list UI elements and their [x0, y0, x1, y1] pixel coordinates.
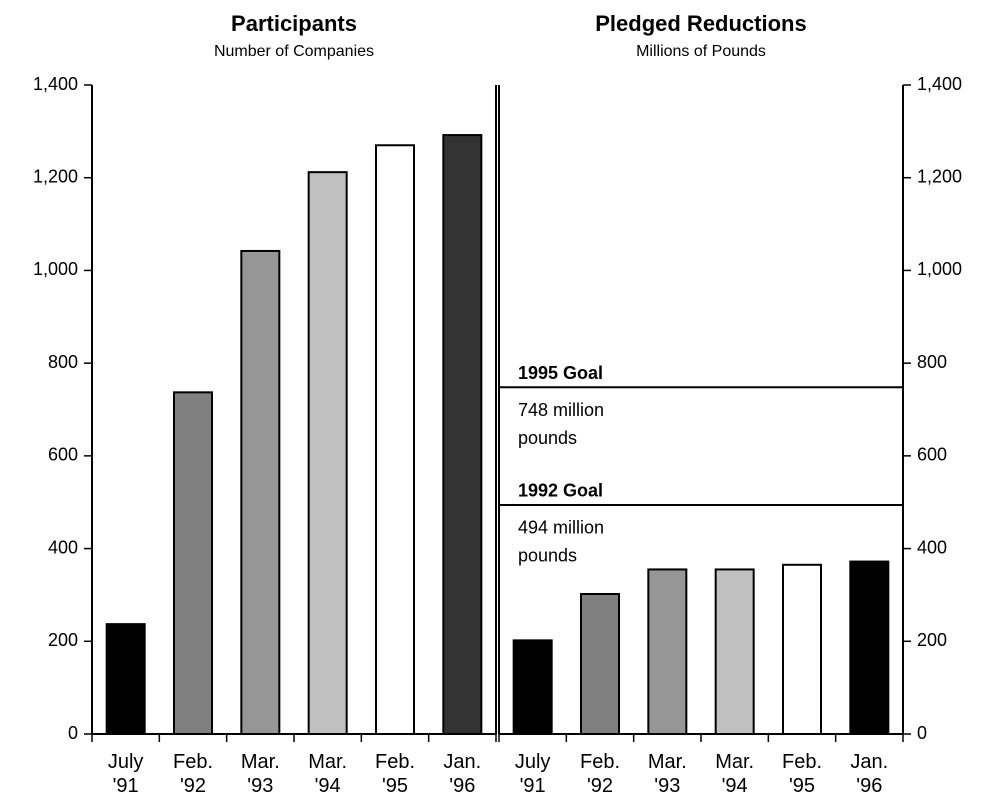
goal-note: 748 million	[518, 400, 604, 420]
y-tick-label: 1,200	[33, 166, 78, 186]
x-tick-label: Jan. '96	[850, 751, 889, 797]
panel-subtitle: Millions of Pounds	[636, 43, 766, 60]
y-tick-label: 200	[48, 630, 78, 650]
x-tick-label: Jan. '96	[443, 751, 482, 797]
y-tick-label: 0	[68, 723, 78, 743]
bar	[105, 623, 146, 735]
bar	[849, 560, 890, 736]
bar	[240, 249, 281, 736]
y-tick-label: 200	[917, 630, 947, 650]
x-tick-label: Mar. '93	[647, 751, 687, 797]
y-tick-label: 800	[917, 352, 947, 372]
bar	[647, 568, 688, 735]
goal-note: pounds	[518, 546, 577, 566]
goal-note: pounds	[518, 428, 577, 448]
panel-title: Participants	[231, 11, 357, 36]
bar	[442, 134, 483, 735]
x-tick-label: Feb. '95	[781, 751, 823, 797]
panel-subtitle: Number of Companies	[214, 43, 374, 60]
y-tick-label: 1,200	[917, 166, 962, 186]
bar	[512, 639, 553, 736]
y-tick-label: 400	[48, 537, 78, 557]
y-tick-label: 0	[917, 723, 927, 743]
y-tick-label: 400	[917, 537, 947, 557]
bar	[307, 171, 348, 735]
x-tick-label: Feb. '92	[172, 751, 214, 797]
y-tick-label: 1,000	[917, 259, 962, 279]
y-tick-label: 1,400	[33, 74, 78, 94]
panel-title: Pledged Reductions	[595, 11, 806, 36]
y-tick-label: 600	[917, 445, 947, 465]
y-tick-label: 1,000	[33, 259, 78, 279]
y-tick-label: 1,400	[917, 74, 962, 94]
bar	[375, 144, 415, 735]
goal-label: 1992 Goal	[518, 481, 603, 501]
y-tick-label: 800	[48, 352, 78, 372]
bar	[173, 391, 213, 735]
x-tick-label: Mar. '93	[240, 751, 280, 797]
x-tick-label: Mar. '94	[308, 751, 348, 797]
bar	[580, 593, 620, 735]
bar	[782, 563, 822, 736]
goal-label: 1995 Goal	[518, 363, 603, 383]
x-tick-label: July '91	[514, 751, 551, 797]
bar	[714, 568, 755, 735]
y-tick-label: 600	[48, 445, 78, 465]
goal-note: 494 million	[518, 518, 604, 538]
x-tick-label: Feb. '92	[579, 751, 621, 797]
x-tick-label: Feb. '95	[374, 751, 416, 797]
x-tick-label: Mar. '94	[715, 751, 755, 797]
x-tick-label: July '91	[107, 751, 144, 797]
